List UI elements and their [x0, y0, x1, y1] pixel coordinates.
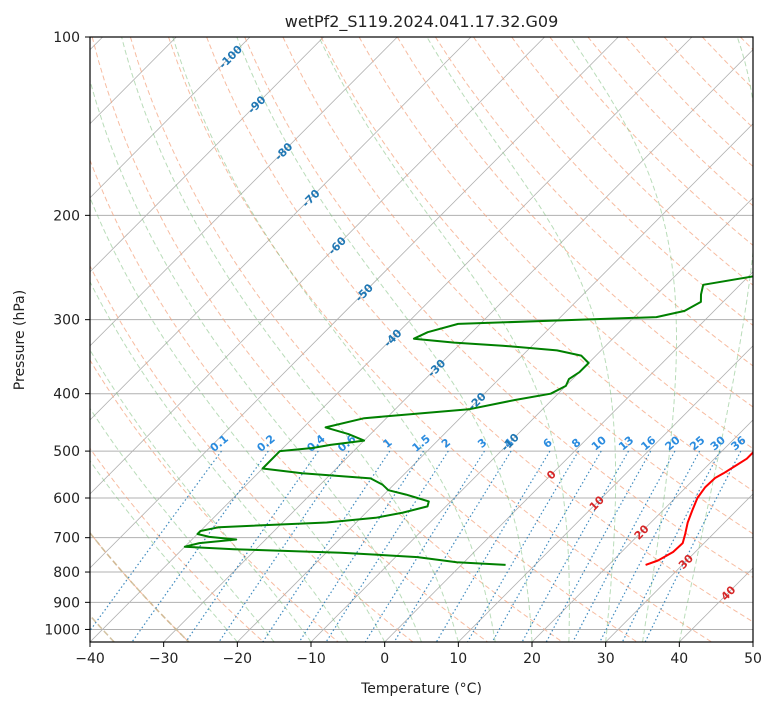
dry-adiabat [168, 37, 712, 642]
dry-adiabat [129, 37, 638, 642]
dry-adiabat [206, 37, 753, 623]
mixing-ratio-line [491, 450, 602, 642]
dewpoint-profile [183, 275, 753, 566]
moist-adiabat [90, 407, 275, 642]
moist-adiabat [90, 349, 312, 642]
isotherm-line [90, 37, 251, 199]
sounding-profiles [183, 275, 753, 566]
isotherm-line [90, 37, 398, 347]
y-tick-label: 700 [53, 531, 80, 547]
dry-adiabat [320, 37, 753, 492]
moist-adiabat [678, 37, 753, 642]
y-tick-label: 300 [53, 313, 80, 329]
x-tick-label: 10 [449, 651, 467, 667]
y-axis-title: Pressure (hPa) [12, 290, 28, 390]
moist-adiabat [172, 37, 496, 642]
mixing-ratio-line [572, 450, 676, 642]
isotherm-line [605, 493, 753, 642]
mixing-ratio-line [644, 450, 742, 642]
dry-adiabat [90, 264, 414, 642]
x-tick-label: −40 [75, 651, 105, 667]
moist-adiabat [426, 37, 617, 642]
isotherm-line [90, 37, 472, 421]
y-tick-label: 500 [53, 444, 80, 460]
dry-adiabat [90, 158, 488, 642]
y-tick-label: 1000 [44, 622, 80, 638]
mixing-ratio-line [621, 450, 721, 642]
y-tick-label: 900 [53, 595, 80, 611]
y-tick-label: 100 [53, 30, 80, 46]
temperature-profile [645, 451, 753, 566]
dry-adiabat [90, 359, 339, 642]
isotherm-line [90, 37, 545, 495]
chart-title: wetPf2_S119.2024.041.17.32.G09 [285, 12, 559, 32]
dry-adiabat [473, 37, 753, 326]
isotherm-line [237, 123, 753, 642]
moist-adiabat [90, 280, 349, 642]
mixing-ratio-line [131, 450, 269, 642]
mixing-ratio-line [599, 450, 701, 642]
x-tick-label: 50 [744, 651, 762, 667]
mixing-ratio-line [218, 450, 350, 642]
moist-adiabat [236, 37, 533, 642]
mixing-ratio-line [185, 450, 319, 642]
y-axis: 100 200 300 400 500 600 700 800 900 1000 [44, 30, 90, 638]
dry-adiabat [511, 37, 753, 286]
dry-adiabat [91, 37, 563, 642]
isotherm-line [163, 49, 753, 642]
y-tick-label: 400 [53, 387, 80, 403]
y-tick-label: 200 [53, 208, 80, 224]
dry-adiabat [90, 447, 264, 642]
x-tick-label: 30 [597, 651, 615, 667]
isotherm-line [384, 271, 753, 642]
moist-adiabat [570, 37, 677, 642]
dry-adiabat [282, 37, 753, 535]
x-tick-label: 20 [523, 651, 541, 667]
x-tick-label: −20 [223, 651, 253, 667]
plot-frame [89, 36, 754, 643]
dry-adiabat [434, 37, 753, 367]
x-tick-label: 0 [380, 651, 389, 667]
x-tick-label: 40 [670, 651, 688, 667]
isotherm-line [458, 345, 753, 642]
moist-adiabat [318, 37, 570, 642]
x-tick-label: −10 [296, 651, 326, 667]
y-tick-label: 600 [53, 491, 80, 507]
mixing-ratio-line [364, 450, 486, 642]
y-tick-label: 800 [53, 565, 80, 581]
isotherm-line [531, 419, 753, 642]
x-tick-label: −30 [149, 651, 179, 667]
dry-adiabat [90, 532, 190, 642]
moist-adiabat [90, 460, 238, 642]
mixing-ratio-line [262, 450, 391, 642]
mixing-ratio-line [393, 450, 512, 642]
background-lines [90, 37, 753, 642]
mixing-ratio-line [545, 450, 652, 642]
isotherm-line [90, 37, 619, 569]
isotherm-line [90, 37, 324, 273]
dry-adiabat [244, 37, 753, 579]
x-axis: −40 −30 −20 −10 0 10 20 30 40 50 [75, 642, 762, 667]
x-axis-title: Temperature (°C) [360, 681, 482, 697]
moist-adiabat [90, 196, 386, 642]
